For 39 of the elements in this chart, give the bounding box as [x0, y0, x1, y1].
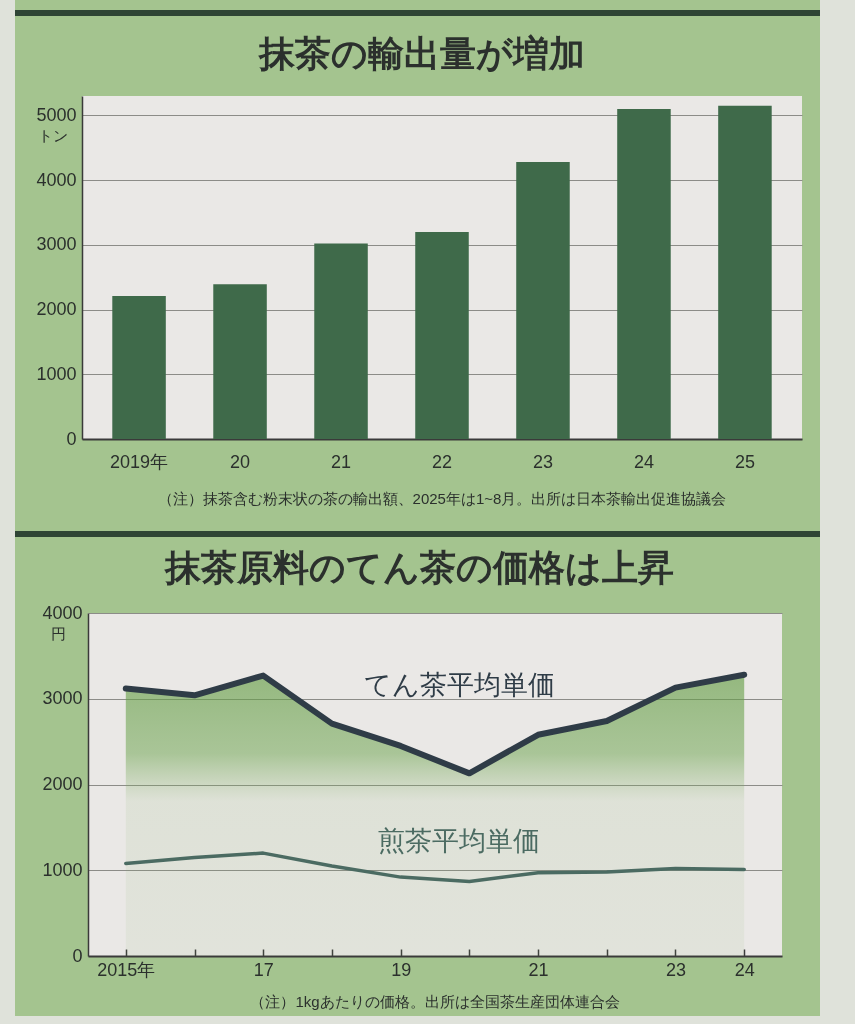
bar [213, 284, 267, 439]
x-tick-label: 19 [391, 959, 412, 980]
x-tick-label: 24 [734, 959, 755, 980]
x-tick-label: 17 [253, 959, 274, 980]
y-tick-label: 0 [72, 945, 83, 966]
bar [314, 243, 368, 439]
y-tick-label: 1000 [42, 859, 83, 880]
text: （注）1kgあたりの価格。出所は全国茶生産団体連合会 [250, 993, 620, 1010]
x-tick-label: 25 [734, 451, 755, 472]
bar [516, 162, 570, 439]
text: （注）抹茶含む粉末状の茶の輸出額、2025年は1~8月。出所は日本茶輸出促進協議会 [157, 490, 727, 507]
x-tick-label: 20 [230, 451, 251, 472]
y-tick-label: 5000 [36, 104, 77, 125]
chart-title: 抹茶の輸出量が増加 [258, 33, 585, 74]
chart-title: 抹茶原料のてん茶の価格は上昇 [163, 547, 674, 588]
y-tick-label: 1000 [36, 363, 77, 384]
x-tick-label: 2015年 [97, 959, 156, 980]
x-tick-label: 21 [331, 451, 352, 472]
y-tick-label: 2000 [36, 299, 77, 320]
series-label: てん茶平均単価 [363, 670, 555, 701]
x-tick-label: 21 [528, 959, 549, 980]
y-tick-label: 0 [66, 428, 77, 449]
y-tick-label: 2000 [42, 774, 83, 794]
bar [617, 108, 671, 439]
bar [112, 295, 166, 439]
y-tick-label: 3000 [42, 688, 83, 709]
x-tick-label: 24 [633, 451, 654, 472]
x-tick-label: 2019年 [110, 451, 169, 472]
bar [415, 231, 469, 439]
x-tick-label: 23 [532, 451, 553, 472]
x-tick-label: 23 [665, 959, 687, 980]
x-tick-label: 22 [431, 451, 453, 472]
y-tick-label: 4000 [42, 602, 83, 623]
y-axis-title: 円 [51, 624, 66, 642]
y-tick-label: 4000 [36, 169, 77, 190]
bar [718, 105, 772, 439]
y-axis-title: トン [37, 126, 68, 144]
series-label: 煎茶平均単価 [378, 826, 541, 857]
y-tick-label: 3000 [36, 234, 77, 255]
